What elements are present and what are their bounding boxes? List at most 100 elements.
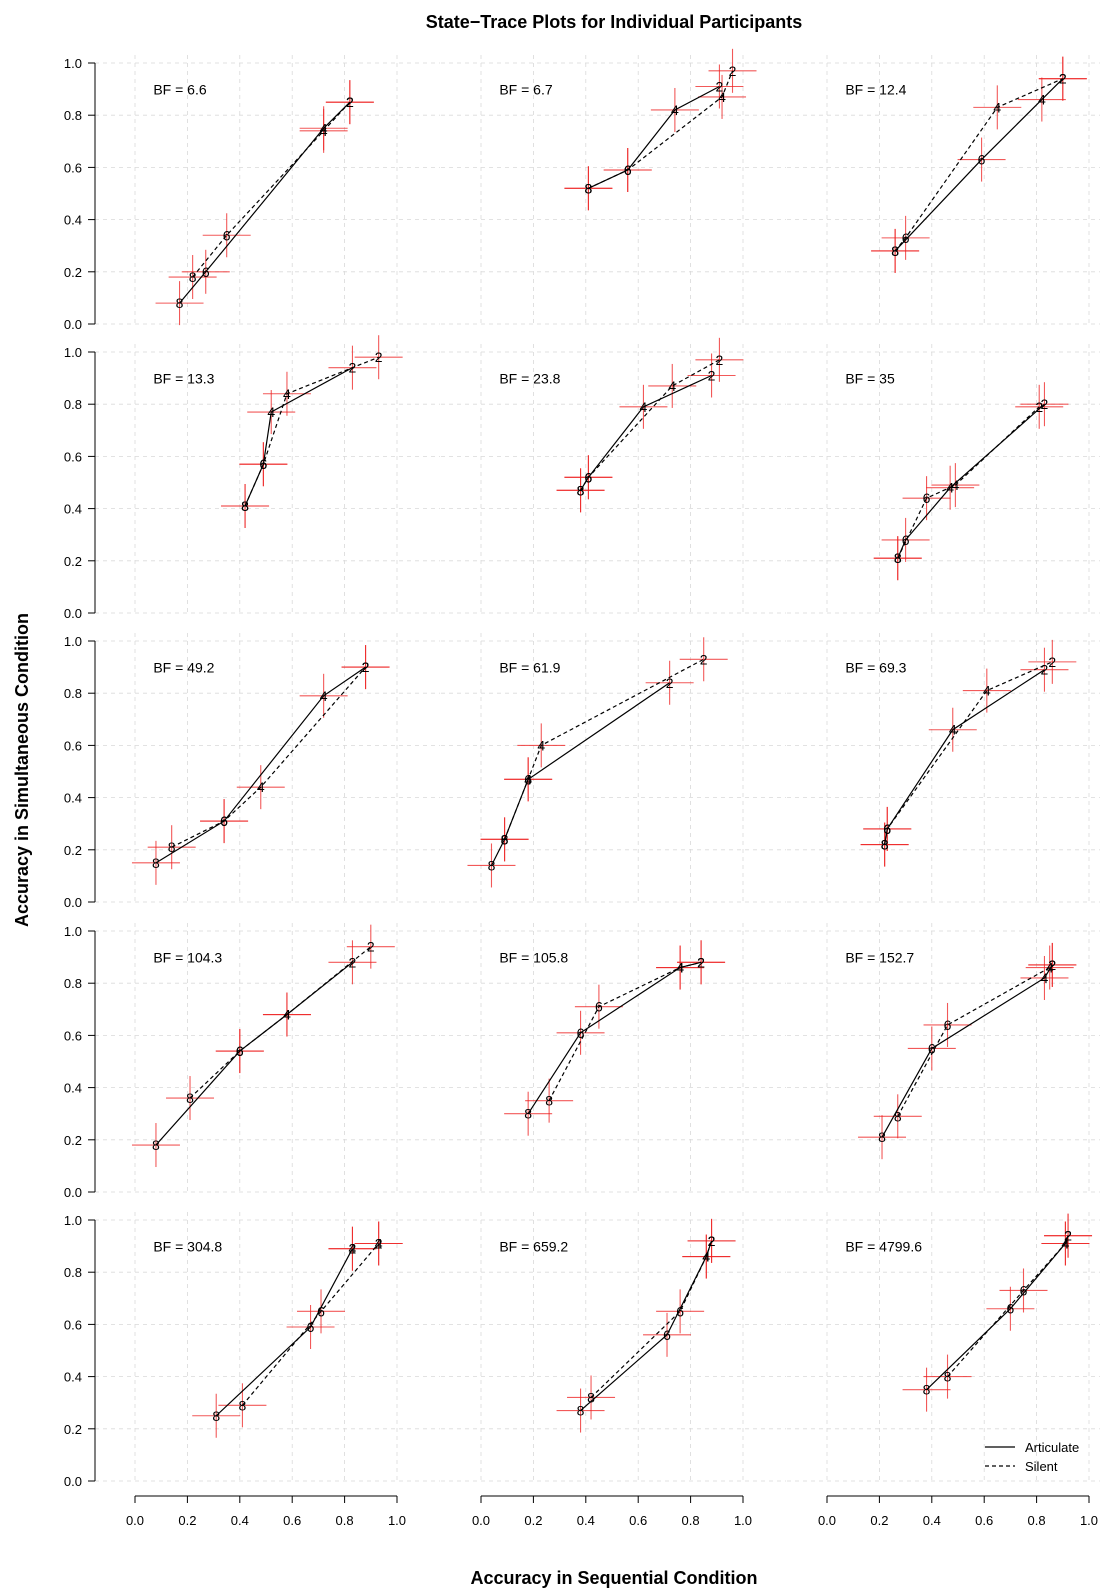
articulate-series-line <box>881 964 1053 1138</box>
silent-point-label: 2 <box>375 1235 383 1251</box>
bf-label: BF = 152.7 <box>845 949 914 965</box>
articulate-point-label: 8 <box>176 295 184 311</box>
x-tick-label: 0.0 <box>818 1513 836 1528</box>
articulate-series-line <box>884 669 1045 845</box>
articulate-point-label: 6 <box>1007 1301 1015 1317</box>
silent-point-label: 2 <box>1059 71 1067 87</box>
y-tick-label: 0.2 <box>64 265 82 280</box>
articulate-point-label: 8 <box>585 180 593 196</box>
articulate-point-label: 2 <box>362 659 370 675</box>
silent-point-label: 8 <box>501 831 509 847</box>
y-tick-label: 1.0 <box>64 1213 82 1228</box>
articulate-point-label: 4 <box>320 688 328 704</box>
articulate-point-label: 2 <box>716 78 724 94</box>
articulate-series-line <box>244 367 353 507</box>
silent-point-label: 2 <box>1035 399 1043 415</box>
figure-title: State−Trace Plots for Individual Partici… <box>426 12 803 32</box>
axes-group: 0.00.20.40.60.81.00.00.20.40.60.81.00.00… <box>64 56 1098 1528</box>
y-axis-row-2: 0.0 0.2 0.4 0.6 0.8 1.0 <box>64 345 96 621</box>
articulate-point-label: 8 <box>524 1106 532 1122</box>
silent-point-label: 6 <box>902 230 910 246</box>
articulate-point-label: 8 <box>241 498 249 514</box>
articulate-series-line <box>926 1235 1069 1391</box>
y-tick-label: 0.2 <box>64 843 82 858</box>
silent-point-label: 6 <box>676 1303 684 1319</box>
silent-point-label: 8 <box>189 269 197 285</box>
articulate-series-line <box>155 666 366 864</box>
silent-point-label: 8 <box>168 839 176 855</box>
articulate-point-label: 6 <box>307 1319 315 1335</box>
articulate-series-line <box>894 78 1064 252</box>
articulate-series-line <box>527 961 702 1115</box>
x-tick-label: 1.0 <box>734 1513 752 1528</box>
bf-label: BF = 304.8 <box>153 1238 222 1254</box>
articulate-series-line <box>215 1248 353 1417</box>
silent-point-label: 6 <box>883 821 891 837</box>
articulate-point-label: 8 <box>878 1129 886 1145</box>
silent-series-line <box>884 661 1053 845</box>
x-tick-label: 0.8 <box>682 1513 700 1528</box>
x-axis-col-2: 0.0 0.2 0.4 0.6 0.8 1.0 <box>472 1495 752 1528</box>
silent-point-label: 4 <box>375 1235 383 1251</box>
y-axis-row-5: 0.0 0.2 0.4 0.6 0.8 1.0 <box>64 1213 96 1489</box>
articulate-point-label: 4 <box>524 771 532 787</box>
y-tick-label: 1.0 <box>64 345 82 360</box>
y-tick-label: 0.6 <box>64 1028 82 1043</box>
articulate-point-label: 4 <box>1041 970 1049 986</box>
silent-point-label: 4 <box>283 1007 291 1023</box>
y-tick-label: 0.0 <box>64 1474 82 1489</box>
articulate-point-label: 4 <box>949 722 957 738</box>
silent-series-line <box>504 658 704 840</box>
bf-label: BF = 6.6 <box>153 81 207 97</box>
articulate-point-label: 4 <box>671 102 679 118</box>
bf-label: BF = 61.9 <box>499 659 560 675</box>
articulate-point-label: 2 <box>1041 396 1049 412</box>
bf-label: BF = 69.3 <box>845 659 906 675</box>
articulate-point-label: 4 <box>702 1249 710 1265</box>
articulate-point-label: 6 <box>236 1043 244 1059</box>
silent-point-label: 8 <box>585 180 593 196</box>
y-axis-label: Accuracy in Simultaneous Condition <box>12 613 32 927</box>
silent-point-label: 8 <box>239 1397 247 1413</box>
silent-point-label: 8 <box>944 1369 952 1385</box>
silent-point-label: 2 <box>716 352 724 368</box>
y-tick-label: 0.4 <box>64 502 82 517</box>
articulate-series-line <box>580 1240 713 1411</box>
y-tick-label: 0.6 <box>64 160 82 175</box>
silent-point-label: 2 <box>697 954 705 970</box>
bf-label: BF = 12.4 <box>845 81 906 97</box>
y-tick-label: 0.8 <box>64 1265 82 1280</box>
x-tick-label: 0.4 <box>231 1513 249 1528</box>
silent-series-line <box>897 406 1040 559</box>
silent-point-label: 6 <box>259 456 267 472</box>
articulate-point-label: 4 <box>1038 92 1046 108</box>
articulate-point-label: 2 <box>349 954 357 970</box>
x-axis-col-3: 0.0 0.2 0.4 0.6 0.8 1.0 <box>818 1495 1098 1528</box>
bf-label: BF = 105.8 <box>499 949 568 965</box>
articulate-point-label: 4 <box>267 404 275 420</box>
bf-label: BF = 659.2 <box>499 1238 568 1254</box>
articulate-point-label: 8 <box>891 243 899 259</box>
silent-series-line <box>244 356 379 507</box>
articulate-point-label: 2 <box>1048 957 1056 973</box>
articulate-point-label: 2 <box>349 1241 357 1257</box>
silent-point-label: 6 <box>585 469 593 485</box>
x-tick-label: 1.0 <box>1080 1513 1098 1528</box>
y-tick-label: 1.0 <box>64 56 82 71</box>
articulate-point-label: 4 <box>320 120 328 136</box>
bf-label: BF = 104.3 <box>153 949 222 965</box>
silent-point-label: 8 <box>881 837 889 853</box>
y-axis-row-3: 0.0 0.2 0.4 0.6 0.8 1.0 <box>64 634 96 910</box>
bf-label: BF = 35 <box>845 370 895 386</box>
silent-point-label: 2 <box>729 63 737 79</box>
silent-point-label: 6 <box>236 1043 244 1059</box>
articulate-point-label: 4 <box>946 480 954 496</box>
silent-series-line <box>580 359 720 491</box>
